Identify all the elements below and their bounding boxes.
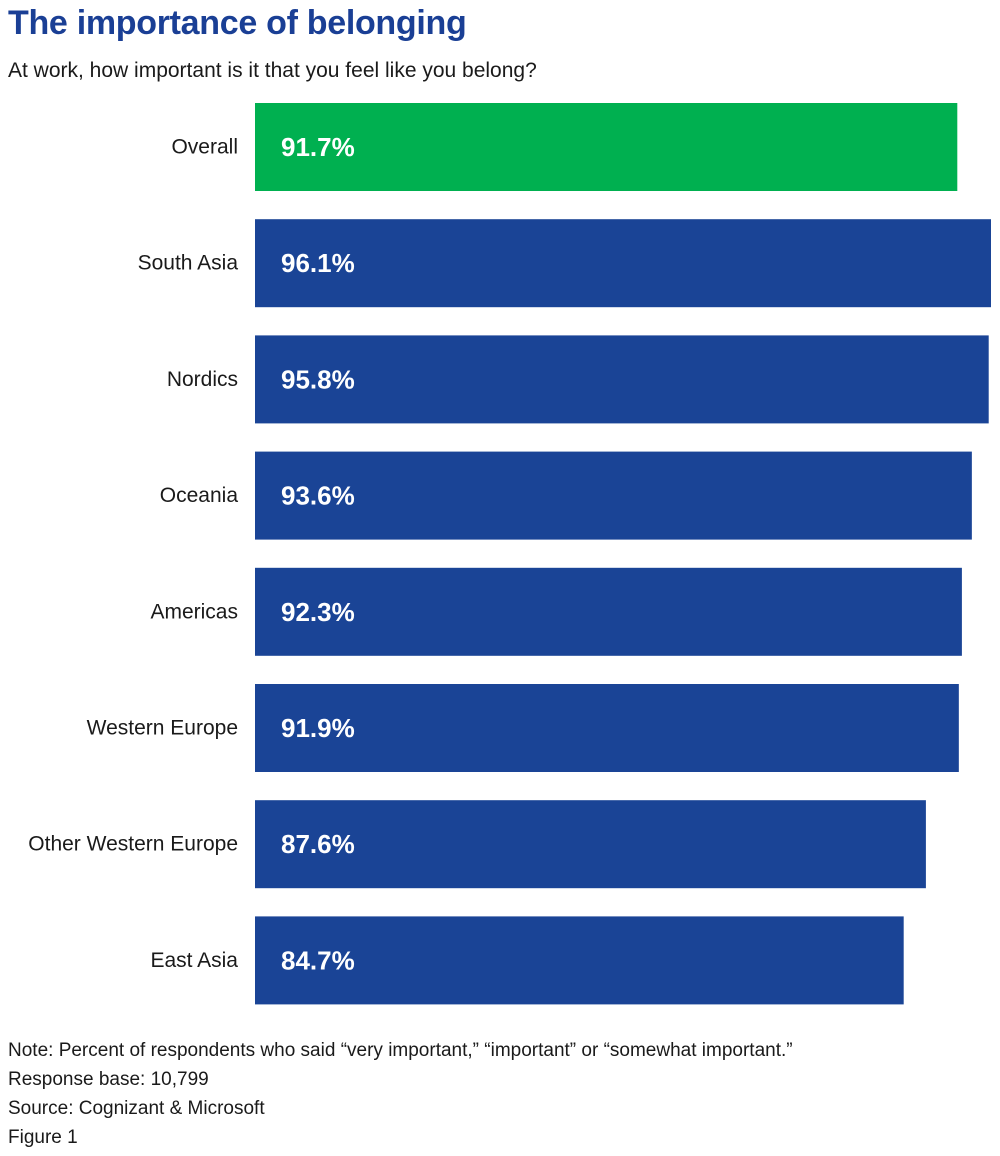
value-label: 95.8% <box>281 364 355 394</box>
chart-title: The importance of belonging <box>8 4 467 42</box>
category-label: South Asia <box>138 252 239 275</box>
bar-overall <box>255 103 958 191</box>
bar-western-europe <box>255 684 959 772</box>
value-label: 93.6% <box>281 481 355 511</box>
category-label: East Asia <box>150 949 238 972</box>
value-label: 87.6% <box>281 829 355 859</box>
bar-east-asia <box>255 916 904 1005</box>
bar-americas <box>255 567 962 656</box>
category-label: Oceania <box>160 484 239 507</box>
chart-footer: Note: Percent of respondents who said “v… <box>8 1036 793 1152</box>
category-label: Overall <box>171 136 238 159</box>
value-label: 84.7% <box>281 945 355 975</box>
chart-subtitle: At work, how important is it that you fe… <box>8 59 537 82</box>
category-label: Western Europe <box>87 717 238 740</box>
footer-note: Note: Percent of respondents who said “v… <box>8 1040 793 1061</box>
category-label: Other Western Europe <box>28 833 238 856</box>
category-label: Nordics <box>167 368 238 391</box>
bar-south-asia <box>255 219 991 308</box>
value-label: 91.7% <box>281 132 355 162</box>
value-label: 91.9% <box>281 713 355 743</box>
bar-other-western-europe <box>255 800 926 889</box>
category-label: Americas <box>150 600 238 623</box>
footer-source: Source: Cognizant & Microsoft <box>8 1098 265 1119</box>
footer-figure: Figure 1 <box>8 1127 78 1148</box>
bar-chart: Overall 91.7% South Asia 96.1% Nordics 95.8% O… <box>28 103 991 1005</box>
value-label: 92.3% <box>281 597 355 627</box>
bar-nordics <box>255 335 989 424</box>
bar-oceania <box>255 451 972 540</box>
footer-response-base: Response base: 10,799 <box>8 1069 209 1090</box>
value-label: 96.1% <box>281 248 355 278</box>
